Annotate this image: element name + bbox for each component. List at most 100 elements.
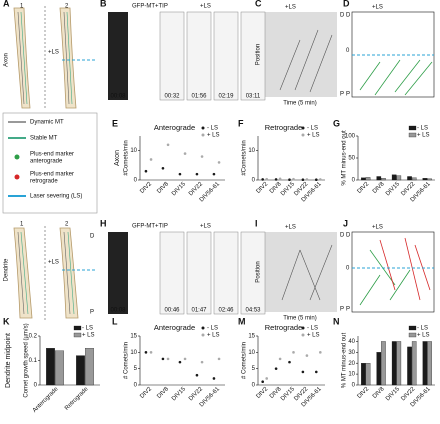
dot (314, 178, 318, 182)
bar (422, 178, 428, 181)
ls-label: +LS (200, 4, 211, 10)
bar (407, 176, 412, 181)
legend-symbol (408, 325, 417, 331)
dot (217, 161, 221, 164)
dot (261, 380, 264, 384)
dot (265, 177, 269, 181)
panel-label: N (333, 316, 340, 326)
micrograph-frame (159, 11, 185, 101)
dot (319, 178, 322, 181)
panel-label: A (3, 0, 10, 8)
bar (55, 350, 64, 386)
x-tick-label: DIV15 (171, 181, 188, 198)
dot (278, 177, 282, 181)
legend-symbol (201, 333, 205, 337)
dot (301, 178, 305, 182)
y-tick-label: 0.2 (29, 334, 38, 340)
bar (427, 341, 432, 386)
legend-text: - LS (417, 326, 428, 332)
panel-label: J (343, 218, 348, 228)
dot (149, 158, 153, 161)
bar (427, 178, 432, 181)
y-tick-label: 40 (348, 339, 355, 345)
bar (391, 174, 397, 181)
y-tick-label: 10 (248, 350, 255, 356)
end-label: D (340, 13, 345, 19)
x-tick-label: Anterograde (32, 386, 60, 414)
dot (212, 172, 216, 176)
panel-label: E (112, 118, 118, 128)
y-tick-label: 50 (348, 156, 355, 162)
timestamp: 00:08 (110, 94, 126, 100)
cell-label: 2 (65, 222, 69, 228)
side-label: Dendrite midpoint (5, 333, 12, 388)
legend-symbol (408, 125, 417, 131)
dot (195, 172, 199, 176)
bar (376, 352, 382, 386)
y-tick-label: 15 (130, 334, 137, 340)
legend-symbol (201, 326, 205, 330)
x-tick-label: DIV2 (256, 181, 270, 195)
micrograph-frame (213, 11, 239, 101)
kymograph-image (265, 12, 337, 97)
dot (178, 172, 182, 176)
legend-text: - LS (417, 126, 428, 132)
legend-text: + LS (207, 333, 220, 339)
bar (365, 363, 371, 386)
timestamp: 01:56 (191, 94, 207, 100)
legend-symbol (201, 126, 205, 130)
legend-symbol (14, 174, 20, 180)
legend-text: Plus-end marker (30, 152, 74, 158)
bar (376, 176, 382, 181)
dot (161, 166, 165, 170)
legend-text: + LS (307, 333, 320, 339)
panel-label: K (3, 316, 10, 326)
x-tick-label: DIV2 (256, 386, 270, 400)
y-tick-label: 0 (34, 383, 38, 389)
legend-symbol (73, 332, 82, 338)
x-tick-label: DIV8 (156, 386, 170, 400)
legend-text: - LS (307, 326, 318, 332)
dot (292, 351, 295, 354)
bar (391, 341, 397, 386)
end-label: P (90, 310, 94, 316)
imaging-title: GFP-MT+TIP (132, 4, 168, 10)
kymograph-tracks (279, 29, 333, 301)
legend-text: Stable MT (30, 136, 58, 142)
y-tick-label: 0 (252, 383, 256, 389)
axis-title: Position (256, 44, 262, 65)
y-tick-label: 10 (130, 148, 137, 154)
bar (411, 341, 417, 386)
trace-lines (359, 59, 433, 306)
legend-text: - LS (307, 126, 318, 132)
x-tick-label: DIV2 (139, 386, 153, 400)
timestamp: 02:19 (218, 94, 234, 100)
dot (212, 377, 216, 380)
timestamp: 03:11 (246, 94, 261, 100)
cell-label: 2 (65, 4, 69, 10)
dot (200, 360, 204, 364)
timestamp: 04:53 (245, 308, 261, 314)
timestamp: 01:47 (191, 308, 207, 314)
dot (274, 367, 278, 370)
y-axis-title: # Comets/min (124, 342, 130, 379)
ls-label: +LS (285, 225, 296, 231)
x-tick-label: DIV15 (171, 386, 188, 403)
panel-label: C (255, 0, 262, 8)
bar (85, 348, 94, 386)
bar (76, 355, 85, 386)
panel-label: B (100, 0, 107, 8)
dot (195, 373, 199, 377)
legend-symbol (73, 325, 82, 331)
dot (217, 357, 221, 361)
dot (265, 377, 269, 380)
dot (166, 357, 170, 361)
ls-label: +LS (48, 50, 59, 56)
x-tick-label: DIV8 (156, 181, 170, 195)
y-tick-label: 10 (130, 350, 137, 356)
y-tick-label: 0 (134, 178, 138, 184)
timestamp: 00:46 (164, 308, 180, 314)
trace-frame (351, 231, 435, 313)
y-tick-label: 20 (348, 361, 355, 367)
